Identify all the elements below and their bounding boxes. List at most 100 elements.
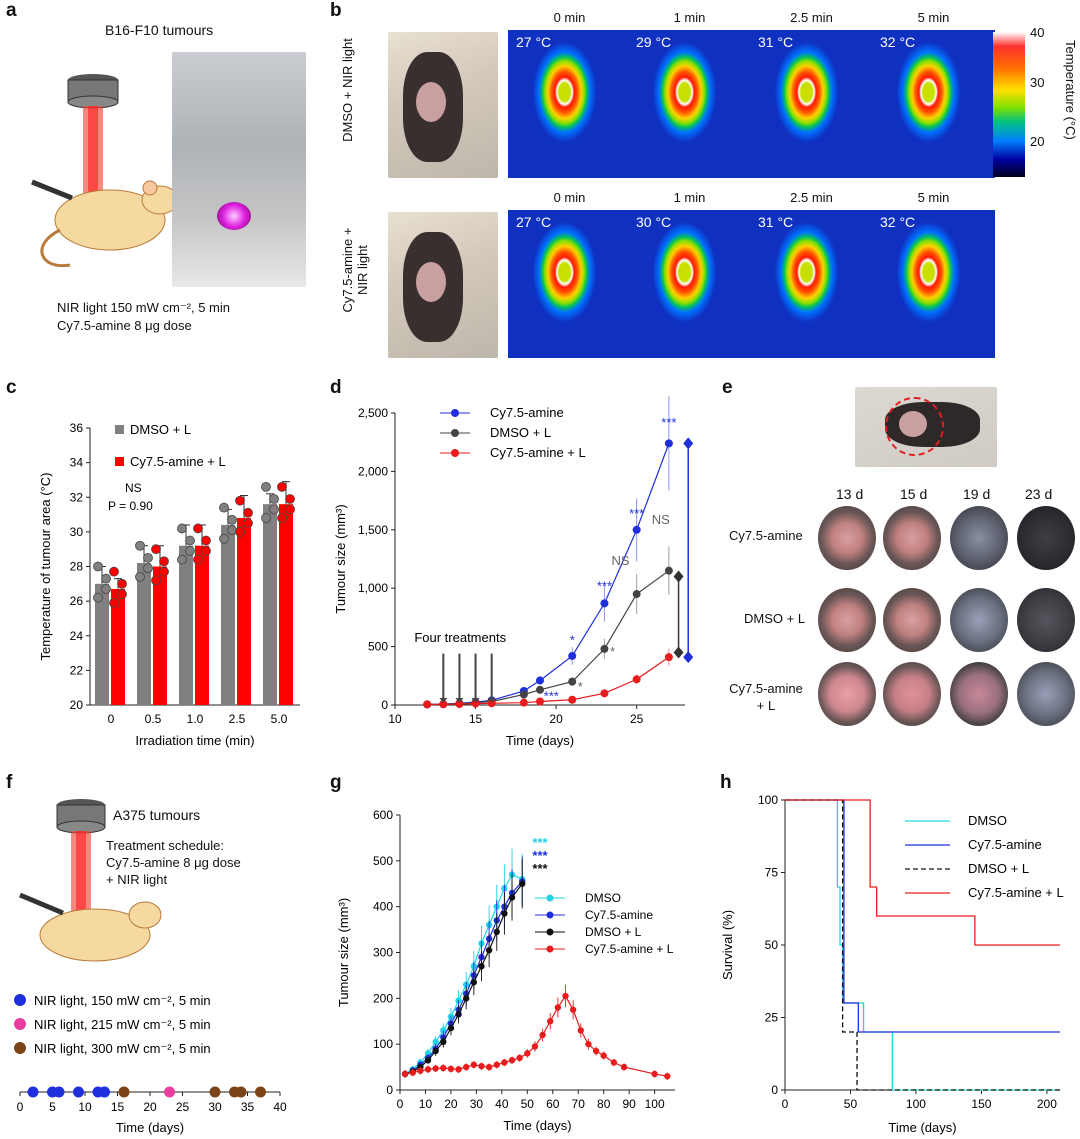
- y-axis-label: Tumour size (mm³): [333, 504, 348, 613]
- row2-label: Cy7.5-amine + NIR light: [340, 227, 370, 313]
- legend-swatch: [115, 457, 124, 466]
- x-tick-label: 50: [844, 1097, 858, 1111]
- data-point: [432, 1065, 439, 1072]
- data-point: [243, 518, 253, 529]
- thermal-image: 27 °C: [508, 210, 631, 358]
- x-tick-label: 40: [273, 1100, 287, 1114]
- data-point: [177, 523, 187, 534]
- data-point: [562, 992, 569, 1000]
- significance-mark: ***: [629, 506, 644, 521]
- data-point: [536, 685, 544, 694]
- panel-label-h: h: [720, 772, 732, 793]
- y-tick-label: 1,500: [358, 523, 388, 537]
- legend-label: Cy7.5-amine: [968, 837, 1042, 852]
- data-point: [501, 1059, 508, 1066]
- data-point: [519, 880, 526, 887]
- x-tick-label: 10: [388, 712, 402, 726]
- data-point: [610, 1059, 618, 1066]
- tumour-photo: [950, 588, 1008, 652]
- schedule-line: Cy7.5-amine 8 μg dose: [106, 855, 241, 870]
- data-point: [664, 566, 673, 575]
- x-tick-label: 40: [495, 1097, 509, 1111]
- legend-marker: [546, 911, 554, 919]
- tumour-photo: [883, 506, 941, 570]
- legend-marker: [546, 928, 554, 936]
- x-tick-label: 15: [111, 1100, 125, 1114]
- legend-label: Cy7.5-amine: [585, 908, 653, 922]
- data-point: [285, 494, 295, 504]
- data-point: [485, 947, 493, 954]
- legend-label: DMSO + L: [968, 861, 1029, 876]
- data-point: [101, 573, 111, 584]
- y-axis-label: Temperature of tumour area (°C): [38, 473, 53, 661]
- x-tick-label: 10: [419, 1097, 433, 1111]
- series-line: [404, 881, 523, 1075]
- panel-label-c: c: [6, 377, 17, 398]
- legend-marker: [546, 945, 554, 953]
- data-point: [531, 1043, 539, 1050]
- data-point: [651, 1070, 658, 1078]
- survival-curve: [785, 799, 1060, 1091]
- data-point: [135, 540, 145, 551]
- x-axis-label: Time (days): [506, 733, 574, 748]
- data-point: [235, 495, 245, 506]
- y-tick-label: 400: [373, 900, 393, 914]
- x-tick-label: 15: [469, 712, 483, 726]
- data-point: [568, 651, 577, 660]
- data-point: [143, 563, 153, 574]
- y-tick-label: 28: [70, 560, 84, 574]
- survival-curve: [785, 799, 1060, 946]
- data-point: [93, 592, 103, 603]
- data-point: [463, 1063, 470, 1071]
- x-tick-label: 0: [17, 1100, 24, 1114]
- legend-label: DMSO + L: [585, 925, 642, 939]
- data-point: [664, 1073, 671, 1080]
- temp-readout: 27 °C: [516, 34, 552, 50]
- day-label: 15 d: [900, 486, 928, 502]
- data-point: [159, 556, 169, 567]
- panel-label-a: a: [6, 0, 17, 21]
- data-point: [219, 502, 229, 513]
- legend-label: Cy7.5-amine + L: [490, 445, 586, 460]
- laser-setup-photo: [172, 52, 306, 287]
- x-tick-label: 100: [906, 1097, 926, 1111]
- y-tick-label: 1,000: [358, 581, 388, 595]
- data-point: [201, 535, 211, 546]
- data-point: [101, 584, 111, 594]
- treatment-dot: [99, 1086, 110, 1098]
- x-tick-label: 20: [444, 1097, 458, 1111]
- panel-label-e: e: [722, 377, 733, 398]
- x-tick-label: 5: [49, 1100, 56, 1114]
- day-label: 23 d: [1025, 486, 1053, 502]
- x-tick-label: 35: [241, 1100, 255, 1114]
- y-tick-label: 300: [373, 946, 393, 960]
- thermal-image: 31 °C: [750, 210, 873, 358]
- data-point: [117, 589, 127, 600]
- legend-label: DMSO + L: [130, 422, 191, 437]
- data-point: [463, 995, 470, 1002]
- data-point: [277, 513, 287, 523]
- tumour-photo: [883, 662, 941, 726]
- data-point: [227, 514, 237, 525]
- panel-f-title: A375 tumours: [113, 807, 201, 823]
- thermal-image: 30 °C: [628, 210, 751, 358]
- data-point: [632, 675, 641, 684]
- bar: [95, 583, 109, 705]
- data-point: [93, 561, 103, 572]
- data-point: [109, 597, 119, 608]
- annotation: NS: [125, 481, 142, 495]
- data-point: [471, 699, 480, 708]
- data-point: [151, 544, 161, 555]
- time-label: 2.5 min: [790, 190, 833, 205]
- data-point: [440, 1064, 447, 1072]
- data-point: [600, 1052, 607, 1059]
- data-point: [193, 523, 203, 534]
- data-point: [109, 566, 119, 577]
- tumour-photo: [1017, 662, 1075, 726]
- data-point: [470, 1061, 478, 1068]
- significance-mark: *: [610, 644, 615, 659]
- legend-label: NIR light, 300 mW cm⁻², 5 min: [34, 1041, 211, 1056]
- bracket-end: [683, 437, 694, 450]
- tumour-photo: [818, 662, 876, 726]
- data-point: [269, 504, 279, 515]
